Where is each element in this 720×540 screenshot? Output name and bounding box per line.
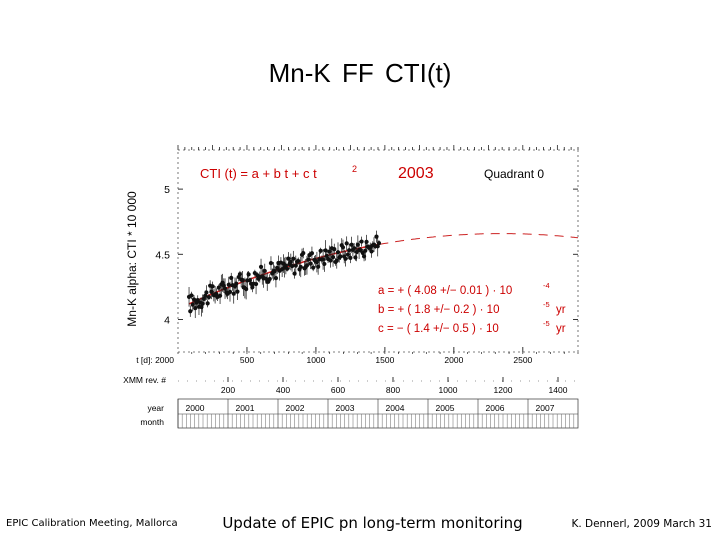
year-label: 2007: [536, 403, 555, 413]
data-point: [193, 306, 198, 311]
x-tick-label: 1000: [306, 355, 325, 365]
footer-talk-title: Update of EPIC pn long-term monitoring: [222, 514, 523, 532]
rev-tick-label: 600: [331, 385, 345, 395]
x-tick-label: 1500: [375, 355, 394, 365]
coefficient-unit-1: yr: [556, 304, 566, 316]
data-point: [204, 290, 209, 295]
y-tick-label: 5: [164, 184, 170, 196]
data-point: [298, 264, 303, 270]
data-point: [273, 276, 279, 281]
data-point: [376, 241, 382, 246]
rev-tick-label: 1000: [439, 385, 458, 395]
data-point: [285, 266, 290, 271]
coefficient-exponent-2: -5: [543, 319, 550, 328]
chart-text: 500 1000 1500 2000 2500 t [d]: 2000 4 4.5 5 Mn-K …: [123, 164, 568, 427]
x-tick-label: 500: [240, 355, 254, 365]
rev-tick-label: 200: [221, 385, 235, 395]
data-point: [328, 258, 333, 263]
data-point: [347, 248, 352, 253]
footer-meeting: EPIC Calibration Meeting, Mallorca: [6, 518, 178, 529]
y-tick-label: 4.5: [155, 249, 170, 261]
slide-title: Mn-K FF CTI(t): [268, 58, 452, 88]
data-point: [235, 289, 240, 294]
fit-formula-exponent: 2: [352, 164, 357, 174]
y-tick-label: 4: [164, 314, 170, 326]
year-label: 2003: [336, 403, 355, 413]
data-point: [308, 261, 313, 266]
data-point: [322, 261, 327, 267]
data-point: [348, 255, 353, 260]
data-point: [359, 239, 364, 244]
data-point: [291, 256, 296, 261]
year-label: 2001: [236, 403, 255, 413]
data-point: [343, 256, 348, 261]
plot-frame: [177, 145, 579, 429]
fit-curve-extrapolated: [379, 233, 579, 245]
data-point: [301, 250, 306, 256]
data-point: [332, 247, 337, 252]
data-point: [229, 275, 234, 280]
rev-tick-label: 1200: [494, 385, 513, 395]
coefficient-exponent-0: -4: [543, 281, 550, 290]
quadrant-label: Quadrant 0: [484, 167, 544, 181]
data-point: [330, 255, 336, 260]
data-point: [338, 254, 343, 259]
data-point: [369, 249, 374, 254]
data-point: [188, 309, 193, 314]
data-point: [258, 264, 264, 270]
data-point: [311, 265, 316, 270]
year-label: 2006: [486, 403, 505, 413]
data-point: [344, 241, 349, 246]
data-points: [186, 230, 382, 319]
data-point: [358, 247, 363, 253]
data-point: [217, 293, 223, 298]
data-point: [363, 248, 368, 253]
year-label: 2005: [436, 403, 455, 413]
year-label: 2002: [286, 403, 305, 413]
rev-axis-caption: XMM rev. #: [123, 375, 166, 385]
fit-formula: CTI (t) = a + b t + c t: [200, 166, 317, 181]
data-point: [227, 289, 233, 294]
data-point: [205, 301, 210, 306]
x-tick-label: 2500: [513, 355, 532, 365]
coefficient-2: c = − ( 1.4 +/− 0.5 ) · 10: [378, 323, 499, 335]
coefficient-unit-2: yr: [556, 323, 566, 335]
data-point: [262, 268, 267, 274]
year-label: 2004: [386, 403, 405, 413]
x-tick-label: 2000: [444, 355, 463, 365]
rev-tick-label: 1400: [549, 385, 568, 395]
coefficient-0: a = + ( 4.08 +/− 0.01 ) · 10: [378, 285, 512, 297]
data-point: [253, 281, 259, 287]
month-caption: month: [140, 417, 164, 427]
coefficient-exponent-1: -5: [543, 300, 550, 309]
data-point: [246, 272, 251, 277]
data-point: [206, 295, 211, 300]
data-point: [296, 258, 301, 264]
rev-tick-label: 800: [386, 385, 400, 395]
year-caption: year: [147, 403, 164, 413]
data-point: [309, 251, 315, 256]
data-point: [210, 284, 215, 289]
data-point: [364, 239, 369, 245]
year-label: 2000: [186, 403, 205, 413]
x-axis-caption: t [d]: 2000: [136, 355, 174, 365]
footer-author-date: K. Dennerl, 2009 March 31: [571, 518, 712, 530]
data-point: [352, 246, 357, 251]
coefficient-1: b = + ( 1.8 +/− 0.2 ) · 10: [378, 304, 499, 316]
data-point: [340, 245, 346, 250]
data-point: [327, 249, 332, 254]
year-annotation: 2003: [398, 165, 434, 182]
data-point: [268, 261, 274, 266]
rev-tick-label: 400: [276, 385, 290, 395]
data-point: [267, 276, 272, 282]
data-point: [189, 293, 194, 298]
data-point: [318, 248, 323, 253]
y-axis-label: Mn-K alpha: CTI * 10 000: [125, 191, 139, 327]
